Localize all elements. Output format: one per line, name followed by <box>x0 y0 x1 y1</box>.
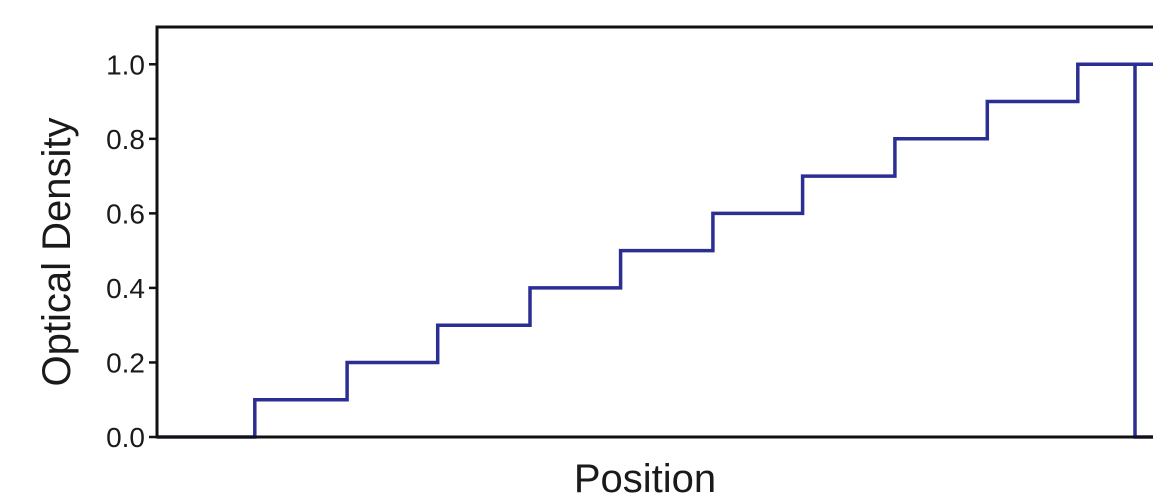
y-tick-label: 0.8 <box>106 124 145 155</box>
y-tick-label: 1.0 <box>106 49 145 80</box>
series-group <box>157 62 1153 439</box>
plot-frame <box>155 25 1153 439</box>
y-tick-label: 0.4 <box>106 273 145 304</box>
y-tick-label: 0.6 <box>106 198 145 229</box>
y-tick-label: 0.0 <box>106 422 145 453</box>
y-tick-label: 0.2 <box>106 347 145 378</box>
y-axis-ticks: 0.0 0.2 0.4 0.6 0.8 1.0 <box>106 49 157 453</box>
y-axis-label: Optical Density <box>35 118 79 387</box>
series-line <box>157 62 1153 439</box>
x-axis-label: Position <box>574 457 716 497</box>
